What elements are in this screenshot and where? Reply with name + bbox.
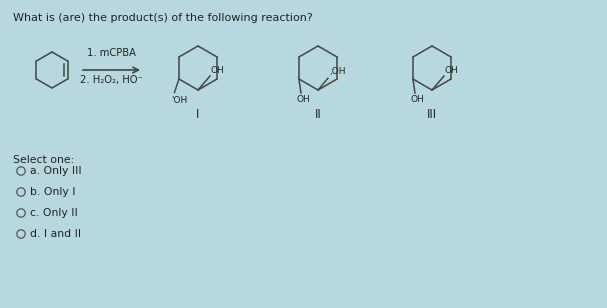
Text: I: I bbox=[196, 108, 200, 121]
Text: OH: OH bbox=[445, 66, 459, 75]
Text: d. I and II: d. I and II bbox=[30, 229, 81, 239]
Text: OH: OH bbox=[297, 95, 311, 104]
Text: 'OH: 'OH bbox=[171, 96, 187, 105]
Circle shape bbox=[17, 230, 25, 238]
Text: OH: OH bbox=[411, 95, 425, 104]
Circle shape bbox=[17, 188, 25, 196]
Text: III: III bbox=[427, 108, 437, 121]
Text: What is (are) the product(s) of the following reaction?: What is (are) the product(s) of the foll… bbox=[13, 13, 313, 23]
Text: a. Only III: a. Only III bbox=[30, 166, 81, 176]
Text: II: II bbox=[314, 108, 321, 121]
Text: 1. mCPBA: 1. mCPBA bbox=[87, 48, 136, 58]
Text: 2. H₂O₂, HO⁻: 2. H₂O₂, HO⁻ bbox=[80, 75, 143, 85]
Circle shape bbox=[17, 167, 25, 175]
Text: c. Only II: c. Only II bbox=[30, 208, 78, 218]
Text: b. Only I: b. Only I bbox=[30, 187, 75, 197]
Text: OH: OH bbox=[211, 66, 225, 75]
Circle shape bbox=[17, 209, 25, 217]
Text: ,OH: ,OH bbox=[329, 67, 345, 76]
Text: Select one:: Select one: bbox=[13, 155, 74, 165]
